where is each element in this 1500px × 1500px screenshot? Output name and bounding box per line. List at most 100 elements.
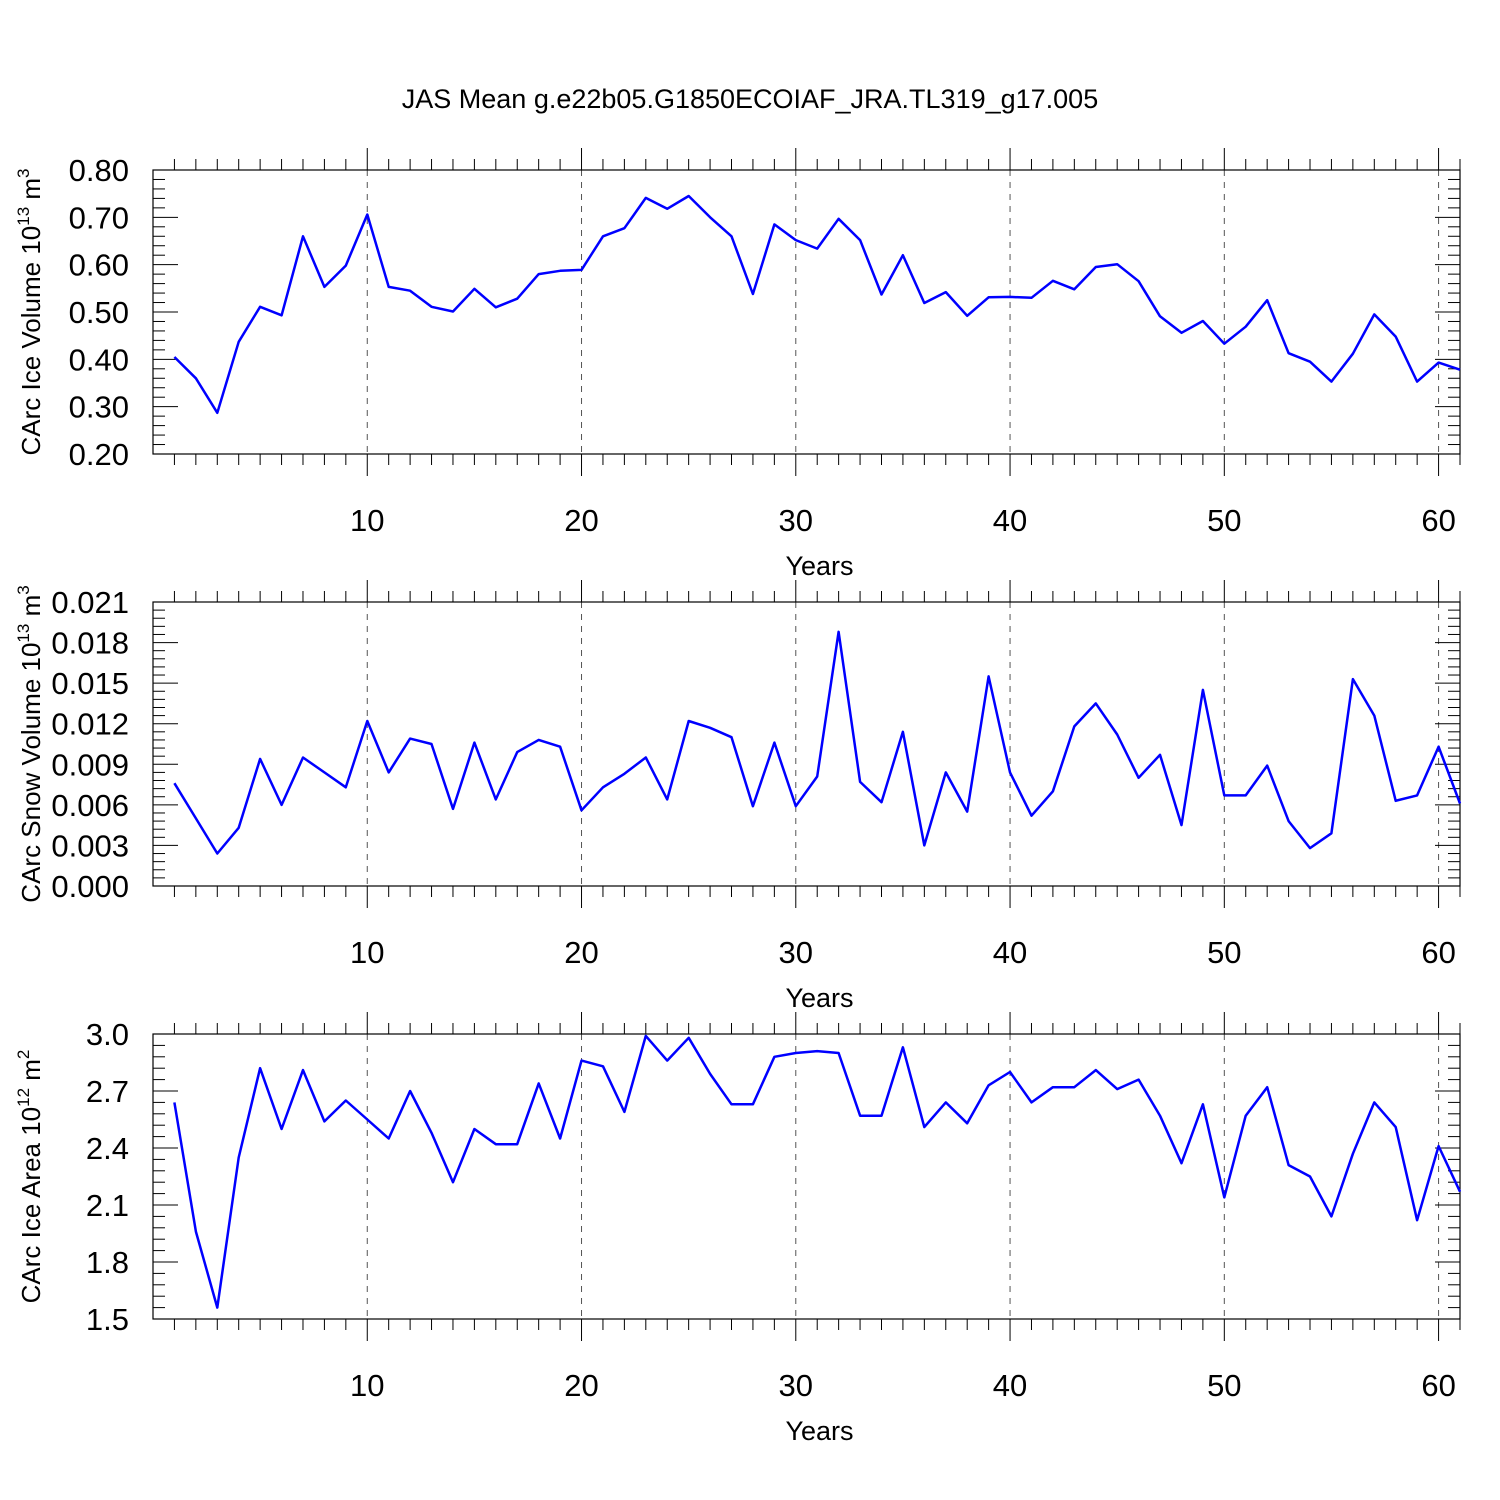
data-point: [1245, 1115, 1247, 1117]
data-point: [409, 1090, 411, 1092]
data-point: [1116, 733, 1118, 735]
y-tick-label: 0.80: [69, 153, 129, 188]
data-point: [1459, 369, 1461, 371]
data-point: [1245, 325, 1247, 327]
y-tick-label: 2.1: [86, 1188, 129, 1223]
data-point: [323, 286, 325, 288]
data-point: [709, 727, 711, 729]
plot-frame: [152, 601, 1461, 887]
x-tick-label: 60: [1421, 503, 1455, 538]
series-line: [173, 630, 1462, 855]
data-point: [473, 1128, 475, 1130]
data-point: [1159, 315, 1161, 317]
data-point: [752, 805, 754, 807]
data-point: [345, 264, 347, 266]
data-point: [1309, 1175, 1311, 1177]
data-point: [1266, 1086, 1268, 1088]
data-point: [880, 1115, 882, 1117]
data-point: [580, 1059, 582, 1061]
data-point: [645, 756, 647, 758]
data-point: [1116, 263, 1118, 265]
data-point: [1352, 352, 1354, 354]
data-point: [323, 771, 325, 773]
data-point: [452, 808, 454, 810]
data-point: [987, 1084, 989, 1086]
data-point: [666, 208, 668, 210]
data-point: [602, 1065, 604, 1067]
data-point: [1137, 280, 1139, 282]
data-point: [1330, 832, 1332, 834]
data-point: [302, 1069, 304, 1071]
data-point: [773, 741, 775, 743]
x-tick-label: 10: [350, 1368, 384, 1403]
data-point: [259, 1067, 261, 1069]
data-point: [752, 293, 754, 295]
data-point: [473, 288, 475, 290]
y-tick-label: 0.50: [69, 295, 129, 330]
chart-panel-1: 10 20 30 40 50 60 0.20 0.30 0.40 0.50 0.60 0.70 0.80…: [14, 148, 1461, 581]
y-tick-label: 0.015: [51, 666, 129, 701]
data-point: [1073, 288, 1075, 290]
data-point: [516, 298, 518, 300]
y-axis-label: CArc Snow Volume 1013 m3: [14, 585, 46, 902]
data-point: [280, 314, 282, 316]
data-point: [880, 293, 882, 295]
data-point: [730, 235, 732, 237]
data-point: [1030, 1101, 1032, 1103]
data-point: [902, 731, 904, 733]
data-point: [302, 235, 304, 237]
data-point: [195, 817, 197, 819]
x-tick-label: 40: [993, 503, 1027, 538]
data-point: [752, 1103, 754, 1105]
data-point: [666, 798, 668, 800]
data-point: [1180, 1162, 1182, 1164]
data-point: [216, 852, 218, 854]
x-tick-label: 40: [993, 1368, 1027, 1403]
x-tick-label: 60: [1421, 1368, 1455, 1403]
y-tick-label: 0.021: [51, 585, 129, 620]
data-point: [1095, 702, 1097, 704]
data-point: [837, 631, 839, 633]
data-point: [1437, 1145, 1439, 1147]
data-point: [1287, 1164, 1289, 1166]
chart-panel-2: 10 20 30 40 50 60 0.000 0.003 0.006 0.009 0.012 0.0…: [14, 580, 1462, 1013]
x-tick-label: 30: [779, 935, 813, 970]
x-tick-label: 40: [993, 935, 1027, 970]
data-point: [1416, 380, 1418, 382]
data-point: [945, 771, 947, 773]
data-point: [666, 1059, 668, 1061]
data-point: [602, 235, 604, 237]
x-tick-label: 60: [1421, 935, 1455, 970]
data-point: [1052, 790, 1054, 792]
y-tick-label: 0.018: [51, 626, 129, 661]
data-point: [280, 804, 282, 806]
data-point: [173, 1101, 175, 1103]
y-tick-label: 2.7: [86, 1074, 129, 1109]
data-point: [1309, 361, 1311, 363]
data-point: [1095, 266, 1097, 268]
data-point: [1352, 678, 1354, 680]
data-point: [1223, 1196, 1225, 1198]
data-point: [816, 247, 818, 249]
y-tick-label: 2.4: [86, 1131, 129, 1166]
data-point: [345, 786, 347, 788]
data-point: [366, 213, 368, 215]
data-point: [1330, 380, 1332, 382]
data-point: [1459, 802, 1461, 804]
data-point: [195, 1230, 197, 1232]
data-point: [1030, 297, 1032, 299]
x-tick-label: 20: [564, 935, 598, 970]
data-point: [687, 195, 689, 197]
data-point: [816, 1050, 818, 1052]
y-tick-label: 0.006: [51, 788, 129, 823]
data-point: [902, 1046, 904, 1048]
data-point: [409, 737, 411, 739]
data-point: [1180, 332, 1182, 334]
data-point: [238, 827, 240, 829]
x-axis-label: Years: [785, 1416, 853, 1446]
data-point: [216, 1306, 218, 1308]
data-point: [516, 751, 518, 753]
data-point: [859, 1115, 861, 1117]
data-point: [430, 1132, 432, 1134]
y-tick-label: 0.003: [51, 828, 129, 863]
